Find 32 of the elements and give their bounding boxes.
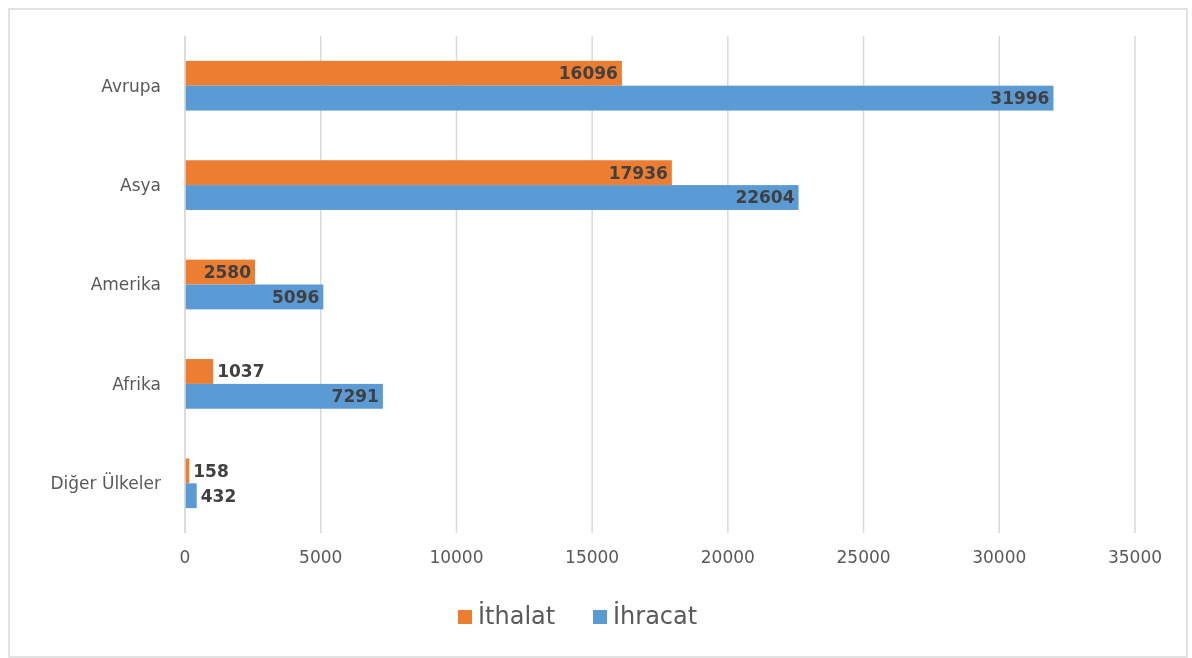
legend-label: İhracat	[613, 601, 698, 630]
y-tick-label: Afrika	[112, 373, 161, 394]
x-tick-label: 20000	[700, 547, 755, 567]
y-tick-label: Asya	[120, 175, 161, 196]
y-tick-label: Amerika	[90, 274, 161, 295]
bar	[185, 60, 622, 86]
bar	[185, 483, 197, 509]
bar	[185, 185, 799, 210]
data-label: 432	[200, 485, 237, 506]
data-label: 22604	[735, 187, 795, 208]
y-tick-label: Avrupa	[101, 75, 161, 96]
bar	[185, 160, 672, 186]
x-tick-label: 35000	[1107, 547, 1163, 567]
x-tick-label: 25000	[836, 547, 891, 567]
data-label: 7291	[331, 386, 379, 407]
x-tick-label: 30000	[972, 547, 1027, 567]
data-label: 158	[193, 460, 229, 481]
data-label: 31996	[990, 88, 1050, 109]
data-label: 5096	[271, 286, 320, 307]
data-label: 2580	[203, 262, 252, 283]
bar	[185, 359, 214, 384]
x-tick-label: 15000	[565, 547, 620, 567]
legend-label: İthalat	[478, 601, 556, 630]
bar	[185, 383, 383, 409]
x-tick-label: 5000	[299, 547, 343, 567]
data-label: 1037	[217, 361, 265, 382]
bar	[185, 85, 1054, 111]
data-label: 17936	[608, 162, 668, 183]
x-tick-label: 10000	[429, 547, 484, 567]
x-tick-label: 0	[179, 547, 191, 567]
data-label: 16096	[558, 63, 618, 84]
y-tick-label: Diğer Ülkeler	[50, 472, 161, 494]
